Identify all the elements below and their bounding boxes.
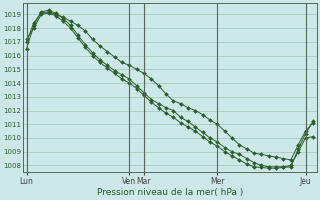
X-axis label: Pression niveau de la mer( hPa ): Pression niveau de la mer( hPa ) [97, 188, 243, 197]
